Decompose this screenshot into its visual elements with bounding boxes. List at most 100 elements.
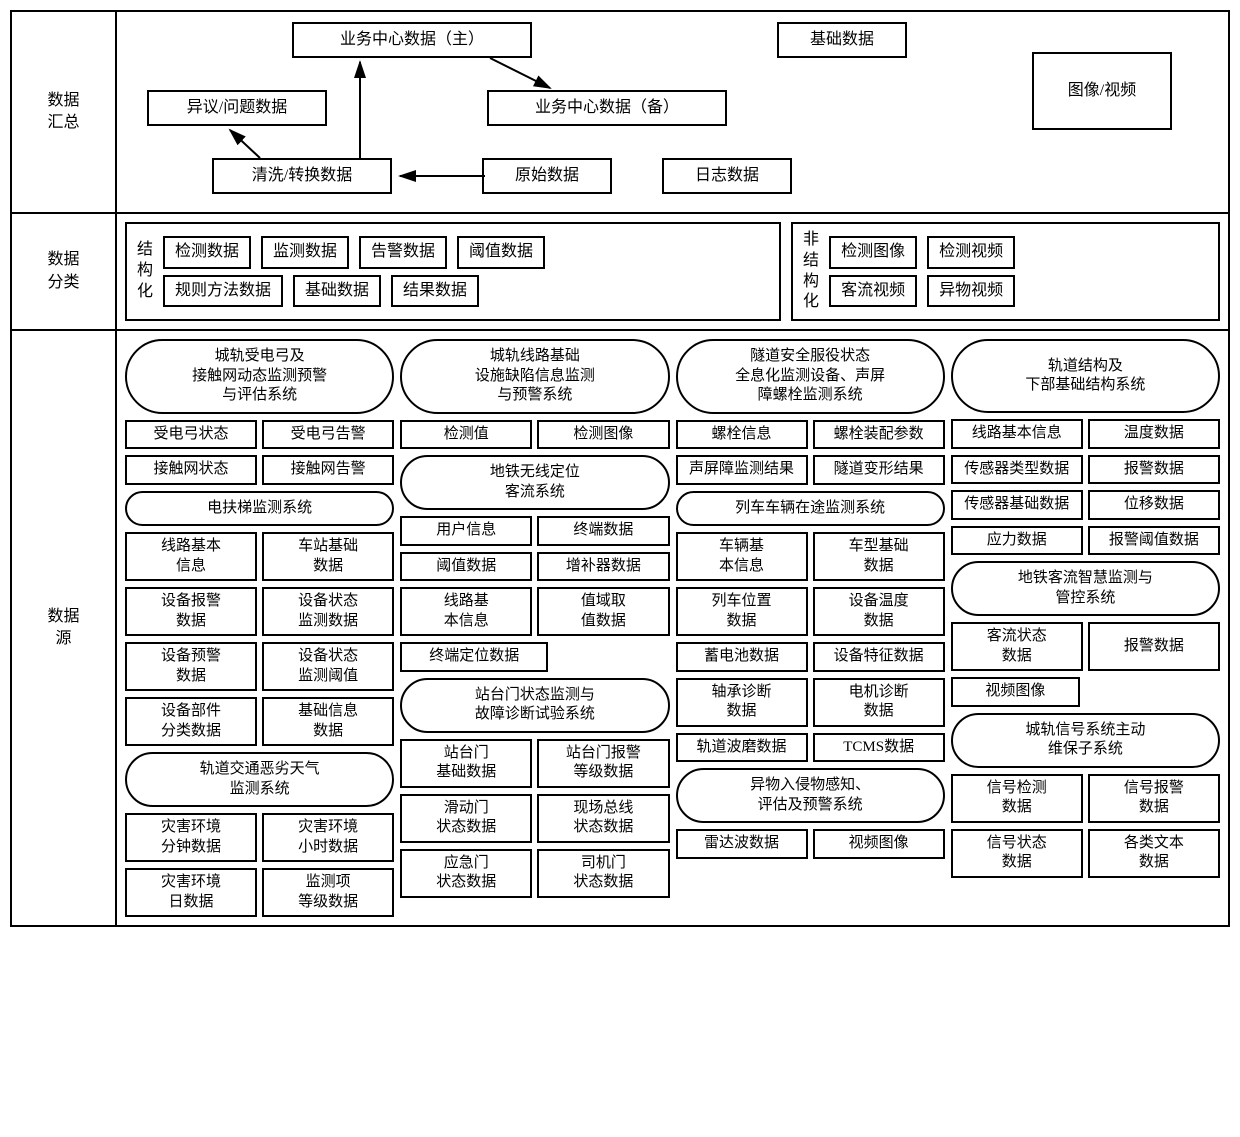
sys-items: 视频图像 bbox=[951, 677, 1220, 707]
src-item: 传感器基础数据 bbox=[951, 490, 1083, 520]
source-col-1: 城轨线路基础设施缺陷信息监测与预警系统 检测值 检测图像 地铁无线定位客流系统 … bbox=[400, 339, 669, 917]
src-item: 设备预警数据 bbox=[125, 642, 257, 691]
src-item: 信号检测数据 bbox=[951, 774, 1083, 823]
src-item: 站台门基础数据 bbox=[400, 739, 532, 788]
src-item: 应急门状态数据 bbox=[400, 849, 532, 898]
cls-item: 规则方法数据 bbox=[163, 275, 283, 308]
node-issue: 异议/问题数据 bbox=[147, 90, 327, 126]
src-item: 轨道波磨数据 bbox=[676, 733, 808, 763]
src-item: 信号报警数据 bbox=[1088, 774, 1220, 823]
src-item: 终端数据 bbox=[537, 516, 669, 546]
unstructured-row2: 客流视频 异物视频 bbox=[829, 275, 1015, 308]
src-item: 司机门状态数据 bbox=[537, 849, 669, 898]
group-structured-label: 结构化 bbox=[133, 240, 157, 302]
src-item: 受电弓告警 bbox=[262, 420, 394, 450]
sys-items: 滑动门状态数据 现场总线状态数据 bbox=[400, 794, 669, 843]
unstructured-row1: 检测图像 检测视频 bbox=[829, 236, 1015, 269]
node-raw: 原始数据 bbox=[482, 158, 612, 194]
structured-row1: 检测数据 监测数据 告警数据 阈值数据 bbox=[163, 236, 545, 269]
sys-pill: 电扶梯监测系统 bbox=[125, 491, 394, 527]
src-item: TCMS数据 bbox=[813, 733, 945, 763]
src-item: 设备温度数据 bbox=[813, 587, 945, 636]
source-col-3: 轨道结构及下部基础结构系统 线路基本信息 温度数据 传感器类型数据 报警数据 传… bbox=[951, 339, 1220, 917]
sys-pill: 地铁无线定位客流系统 bbox=[400, 455, 669, 510]
source-col-0: 城轨受电弓及接触网动态监测预警与评估系统 受电弓状态 受电弓告警 接触网状态 接… bbox=[125, 339, 394, 917]
src-item: 增补器数据 bbox=[537, 552, 669, 582]
source-columns: 城轨受电弓及接触网动态监测预警与评估系统 受电弓状态 受电弓告警 接触网状态 接… bbox=[125, 339, 1220, 917]
cls-item: 基础数据 bbox=[293, 275, 381, 308]
sys-items: 列车位置数据 设备温度数据 bbox=[676, 587, 945, 636]
cls-item: 告警数据 bbox=[359, 236, 447, 269]
src-item: 站台门报警等级数据 bbox=[537, 739, 669, 788]
src-item: 螺栓信息 bbox=[676, 420, 808, 450]
sys-items: 阈值数据 增补器数据 bbox=[400, 552, 669, 582]
src-item: 线路基本信息 bbox=[125, 532, 257, 581]
src-item: 终端定位数据 bbox=[400, 642, 548, 672]
src-item: 车型基础数据 bbox=[813, 532, 945, 581]
cls-item: 阈值数据 bbox=[457, 236, 545, 269]
sys-items: 线路基本信息 值域取值数据 bbox=[400, 587, 669, 636]
cls-item: 异物视频 bbox=[927, 275, 1015, 308]
sys-items: 受电弓状态 受电弓告警 bbox=[125, 420, 394, 450]
src-item: 信号状态数据 bbox=[951, 829, 1083, 878]
sys-items: 设备预警数据 设备状态监测阈值 bbox=[125, 642, 394, 691]
sys-items: 用户信息 终端数据 bbox=[400, 516, 669, 546]
sys-items: 传感器基础数据 位移数据 bbox=[951, 490, 1220, 520]
row-summary-label: 数据汇总 bbox=[12, 12, 117, 212]
row-classify-content: 结构化 检测数据 监测数据 告警数据 阈值数据 规则方法数据 基础数据 结果数据 bbox=[117, 214, 1228, 329]
src-item: 设备特征数据 bbox=[813, 642, 945, 672]
sys-items: 线路基本信息 温度数据 bbox=[951, 419, 1220, 449]
node-image: 图像/视频 bbox=[1032, 52, 1172, 130]
sys-pill: 隧道安全服役状态全息化监测设备、声屏障螺栓监测系统 bbox=[676, 339, 945, 414]
src-item: 列车位置数据 bbox=[676, 587, 808, 636]
cls-item: 检测图像 bbox=[829, 236, 917, 269]
src-item: 设备状态监测阈值 bbox=[262, 642, 394, 691]
src-item: 线路基本信息 bbox=[400, 587, 532, 636]
src-item: 报警阈值数据 bbox=[1088, 526, 1220, 556]
sys-items: 客流状态数据 报警数据 bbox=[951, 622, 1220, 671]
sys-items: 设备报警数据 设备状态监测数据 bbox=[125, 587, 394, 636]
sys-pill: 站台门状态监测与故障诊断试验系统 bbox=[400, 678, 669, 733]
node-backup: 业务中心数据（备） bbox=[487, 90, 727, 126]
src-item: 应力数据 bbox=[951, 526, 1083, 556]
sys-pill: 轨道交通恶劣天气监测系统 bbox=[125, 752, 394, 807]
row-summary-content: 业务中心数据（主） 基础数据 图像/视频 异议/问题数据 业务中心数据（备） 清… bbox=[117, 12, 1228, 212]
node-log: 日志数据 bbox=[662, 158, 792, 194]
src-item: 检测图像 bbox=[537, 420, 669, 450]
sys-items: 线路基本信息 车站基础数据 bbox=[125, 532, 394, 581]
src-item: 隧道变形结果 bbox=[813, 455, 945, 485]
sys-items: 接触网状态 接触网告警 bbox=[125, 455, 394, 485]
sys-items: 检测值 检测图像 bbox=[400, 420, 669, 450]
sys-items: 信号检测数据 信号报警数据 bbox=[951, 774, 1220, 823]
src-item: 灾害环境分钟数据 bbox=[125, 813, 257, 862]
src-item: 用户信息 bbox=[400, 516, 532, 546]
src-item: 滑动门状态数据 bbox=[400, 794, 532, 843]
group-unstructured: 非结构化 检测图像 检测视频 客流视频 异物视频 bbox=[791, 222, 1220, 321]
sys-items: 传感器类型数据 报警数据 bbox=[951, 455, 1220, 485]
sys-items: 灾害环境分钟数据 灾害环境小时数据 bbox=[125, 813, 394, 862]
sys-pill: 地铁客流智慧监测与管控系统 bbox=[951, 561, 1220, 616]
cls-item: 检测数据 bbox=[163, 236, 251, 269]
src-item: 螺栓装配参数 bbox=[813, 420, 945, 450]
src-item: 雷达波数据 bbox=[676, 829, 808, 859]
sys-items: 应急门状态数据 司机门状态数据 bbox=[400, 849, 669, 898]
src-item: 车辆基本信息 bbox=[676, 532, 808, 581]
src-item: 设备状态监测数据 bbox=[262, 587, 394, 636]
node-main: 业务中心数据（主） bbox=[292, 22, 532, 58]
sys-pill: 城轨受电弓及接触网动态监测预警与评估系统 bbox=[125, 339, 394, 414]
src-item: 报警数据 bbox=[1088, 455, 1220, 485]
src-item: 受电弓状态 bbox=[125, 420, 257, 450]
sys-items: 站台门基础数据 站台门报警等级数据 bbox=[400, 739, 669, 788]
sys-items: 螺栓信息 螺栓装配参数 bbox=[676, 420, 945, 450]
cls-item: 结果数据 bbox=[391, 275, 479, 308]
diagram-root: 数据汇总 业务中心数据（主） 基础数据 图像/视频 异议/问题数据 业务中心数据… bbox=[10, 10, 1230, 927]
sys-pill: 城轨线路基础设施缺陷信息监测与预警系统 bbox=[400, 339, 669, 414]
src-item: 传感器类型数据 bbox=[951, 455, 1083, 485]
structured-row2: 规则方法数据 基础数据 结果数据 bbox=[163, 275, 545, 308]
src-item: 阈值数据 bbox=[400, 552, 532, 582]
src-item: 基础信息数据 bbox=[262, 697, 394, 746]
src-item: 温度数据 bbox=[1088, 419, 1220, 449]
src-item: 视频图像 bbox=[951, 677, 1080, 707]
sys-items: 应力数据 报警阈值数据 bbox=[951, 526, 1220, 556]
row-classify-label: 数据分类 bbox=[12, 214, 117, 329]
